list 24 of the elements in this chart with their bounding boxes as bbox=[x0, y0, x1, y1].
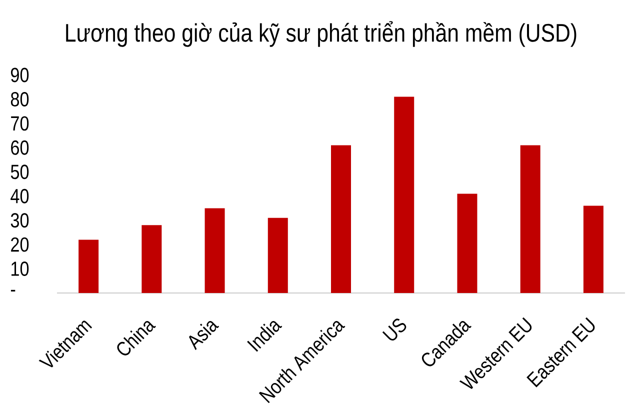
bar bbox=[268, 218, 288, 293]
x-tick-label: China bbox=[117, 321, 156, 356]
bar bbox=[583, 206, 604, 293]
y-tick-label: 60 bbox=[11, 140, 29, 155]
y-tick-label: 80 bbox=[10, 92, 29, 106]
bar bbox=[394, 96, 414, 293]
y-tick-label: 10 bbox=[12, 262, 29, 276]
x-tick-label: India bbox=[247, 321, 282, 352]
bar bbox=[331, 145, 351, 293]
bar bbox=[78, 240, 99, 293]
chart-title: Lương theo giờ của kỹ sư phát triển phần mềm (USD) bbox=[66, 21, 576, 47]
x-tick-label: Asia bbox=[188, 321, 220, 350]
y-tick-label: 20 bbox=[11, 237, 29, 252]
y-tick-label: - bbox=[10, 290, 16, 292]
y-tick-label: 30 bbox=[10, 213, 29, 228]
x-tick-label: US bbox=[382, 318, 406, 341]
y-tick-label: 70 bbox=[11, 116, 29, 131]
y-tick-label: 90 bbox=[10, 68, 29, 82]
bar bbox=[457, 194, 478, 293]
y-tick-label: 40 bbox=[10, 188, 29, 204]
y-tick-label: 50 bbox=[10, 164, 29, 180]
bar bbox=[142, 225, 162, 293]
bar bbox=[520, 145, 540, 293]
bar bbox=[204, 208, 225, 293]
